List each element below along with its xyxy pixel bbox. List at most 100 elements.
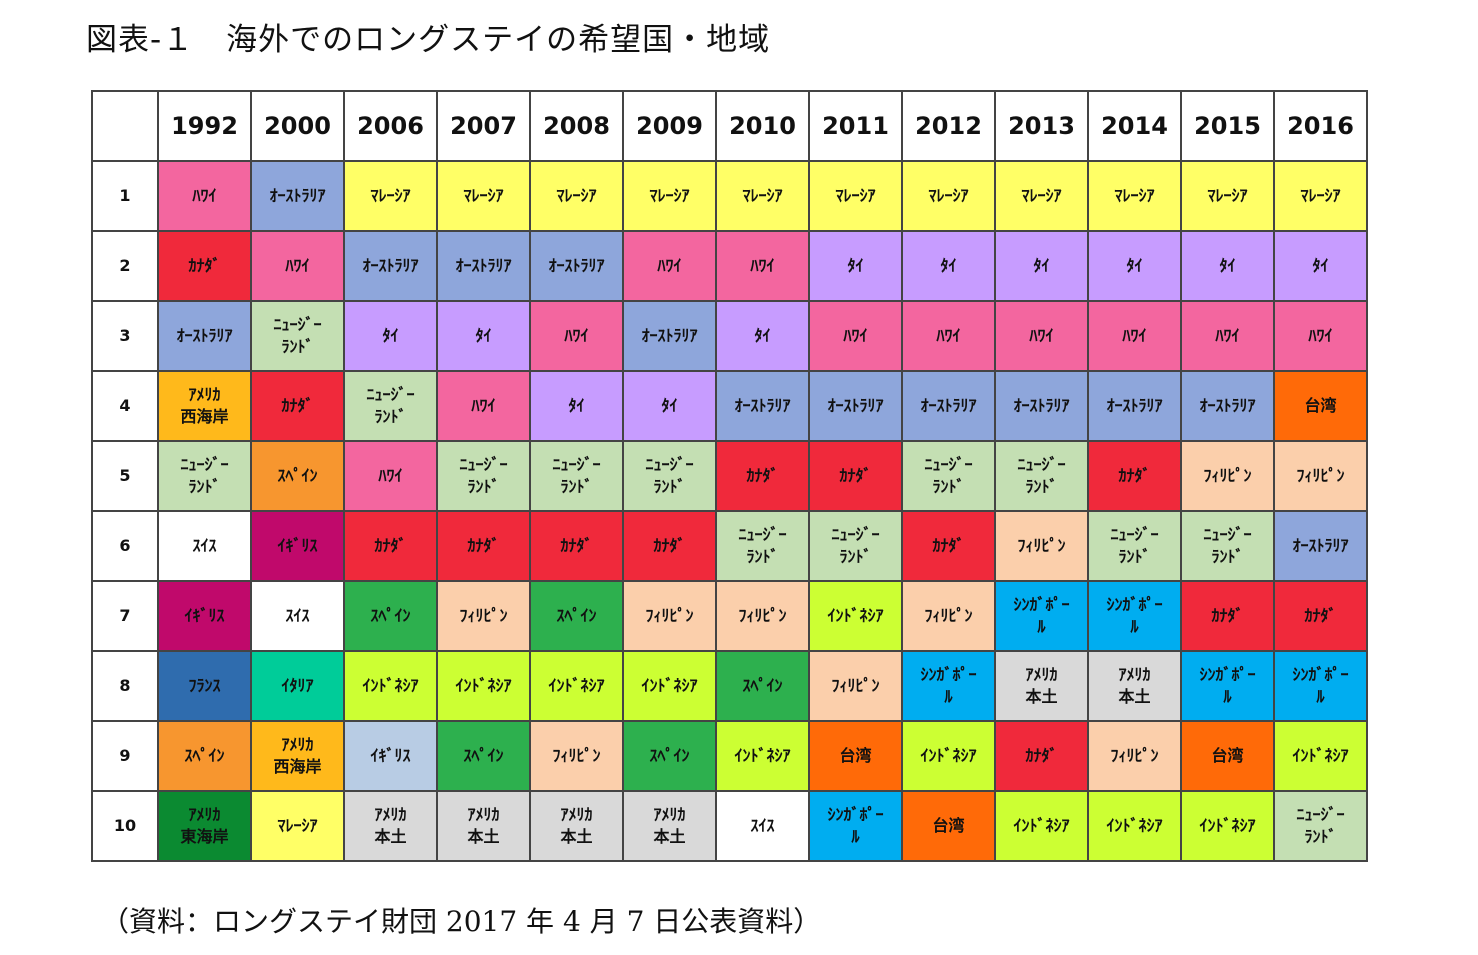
country-cell: ｶﾅﾀﾞ [529,510,624,582]
country-cell: ｽﾍﾟｲﾝ [622,720,717,792]
country-cell: ｶﾅﾀﾞ [250,370,345,442]
country-cell: ｲﾝﾄﾞﾈｼｱ [901,720,996,792]
country-cell: ｱﾒﾘｶ 東海岸 [157,790,252,862]
year-header: 2000 [250,90,345,162]
country-cell: ﾀｲ [1087,230,1182,302]
country-cell: ﾌｨﾘﾋﾟﾝ [622,580,717,652]
country-cell: ﾀｲ [808,230,903,302]
country-cell: ﾌﾗﾝｽ [157,650,252,722]
country-cell: ｲｷﾞﾘｽ [157,580,252,652]
country-cell: ﾌｨﾘﾋﾟﾝ [1273,440,1368,512]
country-cell: ｽﾍﾟｲﾝ [250,440,345,512]
country-cell: ﾊﾜｲ [1180,300,1275,372]
country-cell: ｽﾍﾟｲﾝ [343,580,438,652]
country-cell: ﾌｨﾘﾋﾟﾝ [436,580,531,652]
country-cell: ﾊﾜｲ [343,440,438,512]
country-cell: ｼﾝｶﾞﾎﾟｰ ﾙ [901,650,996,722]
figure-title: 図表-１ 海外でのロングステイの希望国・地域 [86,22,771,58]
country-cell: ｲﾝﾄﾞﾈｼｱ [1087,790,1182,862]
country-cell: ﾀｲ [1180,230,1275,302]
year-header: 2009 [622,90,717,162]
country-cell: ｵｰｽﾄﾗﾘｱ [808,370,903,442]
country-cell: ﾏﾚｰｼｱ [529,160,624,232]
country-cell: ｵｰｽﾄﾗﾘｱ [1180,370,1275,442]
country-cell: ﾊﾜｲ [1087,300,1182,372]
country-cell: ﾆｭｰｼﾞｰ ﾗﾝﾄﾞ [1087,510,1182,582]
country-cell: ﾏﾚｰｼｱ [808,160,903,232]
country-cell: ﾊﾜｲ [808,300,903,372]
country-cell: ﾀｲ [901,230,996,302]
country-cell: ｶﾅﾀﾞ [994,720,1089,792]
country-cell: ﾊﾜｲ [622,230,717,302]
rank-label: 4 [91,370,159,442]
country-cell: 台湾 [901,790,996,862]
country-cell: ｶﾅﾀﾞ [343,510,438,582]
country-cell: ﾊﾜｲ [250,230,345,302]
country-cell: 台湾 [1273,370,1368,442]
country-cell: ｱﾒﾘｶ 本土 [1087,650,1182,722]
country-cell: ﾆｭｰｼﾞｰ ﾗﾝﾄﾞ [157,440,252,512]
year-header: 2016 [1273,90,1368,162]
country-cell: ｽﾍﾟｲﾝ [715,650,810,722]
rank-row: 6 ｽｲｽ ｲｷﾞﾘｽ ｶﾅﾀﾞ ｶﾅﾀﾞ ｶﾅﾀﾞ ｶﾅﾀﾞ ﾆｭｰｼﾞｰ ﾗﾝﾄﾞ ﾆｭｰｼ… [91,510,1368,582]
country-cell: ｼﾝｶﾞﾎﾟｰ ﾙ [994,580,1089,652]
country-cell: ｵｰｽﾄﾗﾘｱ [343,230,438,302]
country-cell: ｲｷﾞﾘｽ [343,720,438,792]
country-cell: ﾆｭｰｼﾞｰ ﾗﾝﾄﾞ [529,440,624,512]
country-cell: ﾀｲ [622,370,717,442]
country-cell: ｵｰｽﾄﾗﾘｱ [529,230,624,302]
country-cell: ｶﾅﾀﾞ [436,510,531,582]
country-cell: ｲﾝﾄﾞﾈｼｱ [1180,790,1275,862]
country-cell: ﾌｨﾘﾋﾟﾝ [994,510,1089,582]
country-cell: ﾏﾚｰｼｱ [436,160,531,232]
source-note: （資料：ロングステイ財団 2017 年 4 月 7 日公表資料） [101,905,822,938]
country-cell: ｵｰｽﾄﾗﾘｱ [994,370,1089,442]
country-cell: ﾆｭｰｼﾞｰ ﾗﾝﾄﾞ [343,370,438,442]
country-cell: ﾏﾚｰｼｱ [994,160,1089,232]
year-header: 2011 [808,90,903,162]
country-cell: ﾌｨﾘﾋﾟﾝ [901,580,996,652]
country-cell: ｲﾝﾄﾞﾈｼｱ [808,580,903,652]
country-cell: ﾏﾚｰｼｱ [343,160,438,232]
year-header: 2007 [436,90,531,162]
country-cell: ｶﾅﾀﾞ [808,440,903,512]
country-cell: ﾌｨﾘﾋﾟﾝ [529,720,624,792]
country-cell: ｲﾀﾘｱ [250,650,345,722]
country-cell: ｱﾒﾘｶ 本土 [436,790,531,862]
country-cell: ｵｰｽﾄﾗﾘｱ [715,370,810,442]
country-cell: ﾊﾜｲ [529,300,624,372]
country-cell: ｽｲｽ [715,790,810,862]
country-cell: ﾏﾚｰｼｱ [1087,160,1182,232]
country-cell: ﾀｲ [715,300,810,372]
country-cell: ｲﾝﾄﾞﾈｼｱ [994,790,1089,862]
country-cell: ﾆｭｰｼﾞｰ ﾗﾝﾄﾞ [250,300,345,372]
year-header: 1992 [157,90,252,162]
country-cell: ﾏﾚｰｼｱ [715,160,810,232]
country-cell: ｱﾒﾘｶ 本土 [343,790,438,862]
rank-row: 8 ﾌﾗﾝｽ ｲﾀﾘｱ ｲﾝﾄﾞﾈｼｱ ｲﾝﾄﾞﾈｼｱ ｲﾝﾄﾞﾈｼｱ ｲﾝﾄﾞﾈｼｱ ｽﾍﾟ… [91,650,1368,722]
country-cell: ﾊﾜｲ [994,300,1089,372]
country-cell: ﾀｲ [436,300,531,372]
country-cell: ﾆｭｰｼﾞｰ ﾗﾝﾄﾞ [1180,510,1275,582]
country-cell: ｵｰｽﾄﾗﾘｱ [1273,510,1368,582]
country-cell: ﾏﾚｰｼｱ [901,160,996,232]
rank-label: 5 [91,440,159,512]
country-cell: ﾏﾚｰｼｱ [1180,160,1275,232]
country-cell: ｼﾝｶﾞﾎﾟｰ ﾙ [1180,650,1275,722]
country-cell: 台湾 [1180,720,1275,792]
year-header: 2015 [1180,90,1275,162]
country-cell: ﾊﾜｲ [901,300,996,372]
ranking-table: 1992 2000 2006 2007 2008 2009 2010 2011 2012 2013… [91,90,1368,862]
country-cell: ｵｰｽﾄﾗﾘｱ [436,230,531,302]
country-cell: ｱﾒﾘｶ 西海岸 [250,720,345,792]
country-cell: ｶﾅﾀﾞ [715,440,810,512]
country-cell: ｽｲｽ [250,580,345,652]
rank-label: 8 [91,650,159,722]
country-cell: ﾌｨﾘﾋﾟﾝ [1180,440,1275,512]
country-cell: ｽﾍﾟｲﾝ [529,580,624,652]
country-cell: ｶﾅﾀﾞ [622,510,717,582]
rank-label: 9 [91,720,159,792]
country-cell: ｲﾝﾄﾞﾈｼｱ [343,650,438,722]
country-cell: ﾀｲ [343,300,438,372]
country-cell: ｽﾍﾟｲﾝ [436,720,531,792]
